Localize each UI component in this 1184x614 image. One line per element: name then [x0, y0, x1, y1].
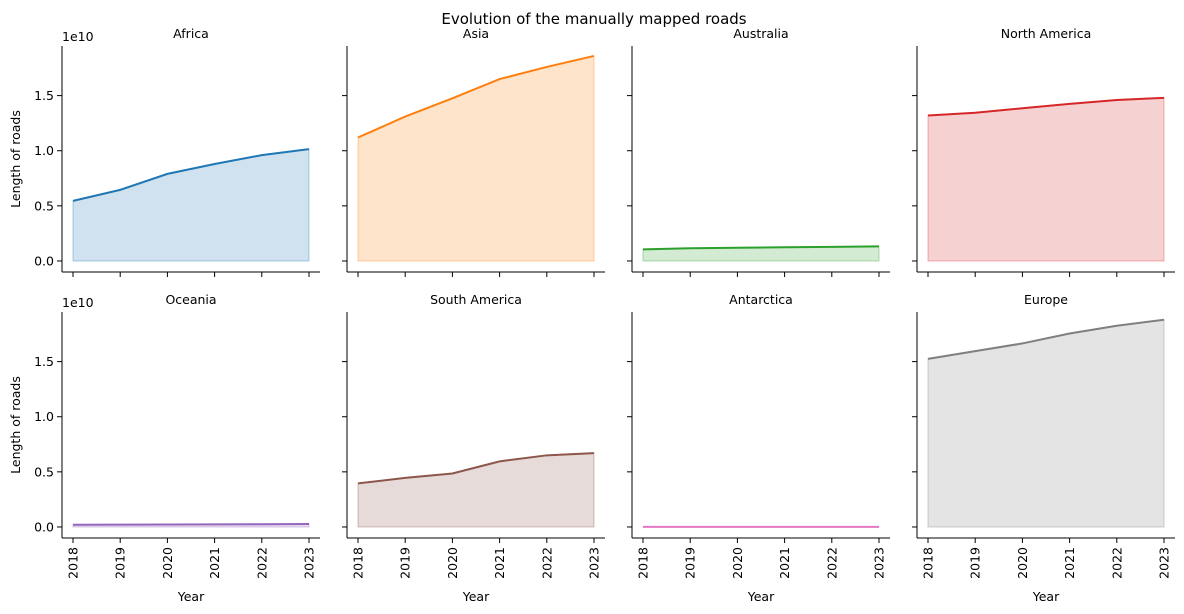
x-tick-label: 2020	[445, 547, 460, 579]
x-axis-label: Year	[177, 589, 205, 604]
panel-africa: Africa 0.0 0.5 1.0 1.5 Length of roads 1e10	[8, 26, 320, 277]
x-tick-label: 2019	[683, 547, 698, 579]
x-tick-label: 2023	[1157, 547, 1172, 579]
y-offset-label: 1e10	[62, 295, 94, 310]
series-line	[927, 318, 1165, 360]
panel-title: South America	[430, 292, 522, 307]
y-offset-label: 1e10	[62, 29, 94, 44]
area-fill	[927, 319, 1165, 528]
x-tick-label: 2022	[539, 547, 554, 579]
y-tick-label: 0.0	[34, 519, 54, 534]
x-tick-label: 2023	[872, 547, 887, 579]
series-line	[72, 522, 310, 526]
facet-panels: Africa 0.0 0.5 1.0 1.5 Length of roads 1e10 Asi…	[8, 26, 1175, 604]
x-tick-label: 2021	[492, 547, 507, 579]
panel-asia: Asia	[342, 26, 605, 277]
x-tick-label: 2018	[921, 547, 936, 579]
x-tick-label: 2021	[1062, 547, 1077, 579]
x-tick-label: 2023	[587, 547, 602, 579]
area-fill	[357, 55, 595, 262]
x-tick-label: 2022	[254, 547, 269, 579]
y-tick-label: 1.0	[34, 409, 54, 424]
panel-title: Australia	[733, 26, 788, 41]
x-tick-label: 2020	[730, 547, 745, 579]
y-tick-label: 0.0	[34, 253, 54, 268]
panel-title: Oceania	[165, 292, 216, 307]
y-tick-label: 1.5	[34, 354, 54, 369]
y-tick-label: 1.0	[34, 143, 54, 158]
panel-antarctica: Antarctica 2018 2019 2020 2021 2022 2023 Year	[627, 292, 890, 604]
x-tick-label: 2022	[824, 547, 839, 579]
panel-north-america: North America	[912, 26, 1175, 277]
panel-europe: Europe 2018 2019 2020 2021 2022 2023 Year	[912, 292, 1175, 604]
series-line	[927, 96, 1165, 117]
panel-australia: Australia	[627, 26, 890, 277]
area-fill	[927, 97, 1165, 262]
panel-title: Antarctica	[729, 292, 793, 307]
x-tick-label: 2021	[207, 547, 222, 579]
y-tick-label: 0.5	[34, 198, 54, 213]
x-tick-label: 2020	[1015, 547, 1030, 579]
panel-title: Africa	[173, 26, 209, 41]
panel-south-america: South America 2018 2019 2020 2021 2022 2023 Yea…	[342, 292, 605, 604]
y-tick-label: 0.5	[34, 464, 54, 479]
panel-title: Asia	[463, 26, 489, 41]
x-axis-label: Year	[747, 589, 775, 604]
series-line	[642, 245, 880, 251]
x-tick-label: 2021	[777, 547, 792, 579]
x-tick-label: 2018	[351, 547, 366, 579]
x-tick-label: 2019	[113, 547, 128, 579]
panel-title: Europe	[1024, 292, 1068, 307]
x-tick-label: 2023	[302, 547, 317, 579]
y-axis-label: Length of roads	[8, 110, 23, 208]
x-tick-label: 2019	[968, 547, 983, 579]
x-tick-label: 2020	[160, 547, 175, 579]
panel-oceania: Oceania 0.0 0.5 1.0 1.5 2018 2019 2020 2021 2022 2…	[8, 292, 320, 604]
figure-title: Evolution of the manually mapped roads	[441, 10, 746, 28]
x-tick-label: 2019	[398, 547, 413, 579]
series-line	[357, 452, 595, 485]
x-axis-label: Year	[462, 589, 490, 604]
x-axis-label: Year	[1032, 589, 1060, 604]
panel-title: North America	[1001, 26, 1092, 41]
series-line	[72, 148, 310, 202]
y-axis-label: Length of roads	[8, 376, 23, 474]
series-line	[357, 54, 595, 139]
y-tick-label: 1.5	[34, 88, 54, 103]
area-fill	[72, 148, 310, 262]
x-tick-label: 2018	[66, 547, 81, 579]
x-tick-label: 2018	[636, 547, 651, 579]
area-fill	[357, 452, 595, 528]
x-tick-label: 2022	[1109, 547, 1124, 579]
